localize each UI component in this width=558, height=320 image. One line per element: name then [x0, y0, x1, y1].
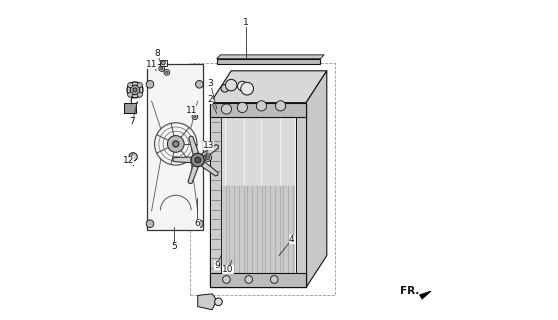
Text: 11: 11 — [146, 60, 158, 69]
Polygon shape — [210, 71, 327, 103]
Circle shape — [192, 114, 198, 120]
Text: 12: 12 — [123, 156, 134, 164]
Circle shape — [128, 83, 133, 88]
Polygon shape — [296, 109, 306, 281]
Text: 8: 8 — [155, 49, 160, 58]
Circle shape — [161, 67, 163, 70]
Circle shape — [215, 298, 222, 306]
Polygon shape — [210, 103, 306, 287]
Circle shape — [166, 71, 168, 74]
Polygon shape — [210, 109, 221, 281]
Text: FR.: FR. — [400, 286, 420, 296]
Circle shape — [191, 153, 204, 167]
Circle shape — [195, 157, 201, 163]
Polygon shape — [217, 55, 324, 59]
Text: 5: 5 — [171, 242, 177, 251]
Polygon shape — [189, 136, 199, 155]
Circle shape — [133, 88, 137, 92]
Text: 9: 9 — [214, 261, 220, 270]
Circle shape — [167, 136, 184, 152]
Text: 7: 7 — [129, 117, 135, 126]
Circle shape — [129, 153, 137, 161]
Text: 2: 2 — [208, 95, 213, 104]
Text: 1: 1 — [243, 19, 248, 28]
Circle shape — [159, 66, 165, 71]
Circle shape — [271, 276, 278, 283]
Circle shape — [146, 80, 154, 88]
Circle shape — [276, 101, 286, 111]
Polygon shape — [210, 103, 306, 117]
Circle shape — [237, 102, 247, 113]
Circle shape — [223, 276, 230, 283]
Polygon shape — [420, 291, 431, 299]
Circle shape — [238, 81, 247, 91]
Text: 10: 10 — [222, 265, 234, 275]
Polygon shape — [210, 273, 306, 287]
Circle shape — [206, 156, 210, 160]
Circle shape — [195, 220, 203, 228]
Text: 3: 3 — [208, 79, 213, 88]
Circle shape — [128, 92, 133, 97]
Circle shape — [161, 61, 165, 65]
Polygon shape — [217, 59, 320, 64]
Circle shape — [127, 82, 143, 98]
Text: 11: 11 — [186, 106, 198, 115]
Circle shape — [130, 85, 140, 95]
Polygon shape — [172, 157, 192, 163]
Text: 6: 6 — [194, 219, 200, 228]
Circle shape — [225, 79, 237, 91]
Polygon shape — [124, 103, 136, 113]
Circle shape — [137, 83, 142, 88]
Polygon shape — [198, 294, 217, 310]
Polygon shape — [147, 64, 203, 230]
Circle shape — [137, 92, 142, 97]
Text: 13: 13 — [203, 141, 214, 150]
Circle shape — [146, 220, 154, 228]
Circle shape — [256, 101, 267, 111]
Circle shape — [221, 84, 229, 92]
Circle shape — [173, 141, 179, 147]
Polygon shape — [201, 161, 218, 176]
Text: 4: 4 — [289, 235, 295, 244]
Circle shape — [245, 276, 253, 283]
Circle shape — [240, 82, 253, 95]
Circle shape — [194, 116, 196, 118]
Polygon shape — [188, 165, 199, 184]
Polygon shape — [306, 71, 327, 287]
Circle shape — [204, 154, 211, 161]
Circle shape — [164, 69, 170, 75]
Circle shape — [222, 104, 232, 114]
Circle shape — [195, 80, 203, 88]
Polygon shape — [160, 60, 167, 66]
Polygon shape — [201, 145, 218, 159]
